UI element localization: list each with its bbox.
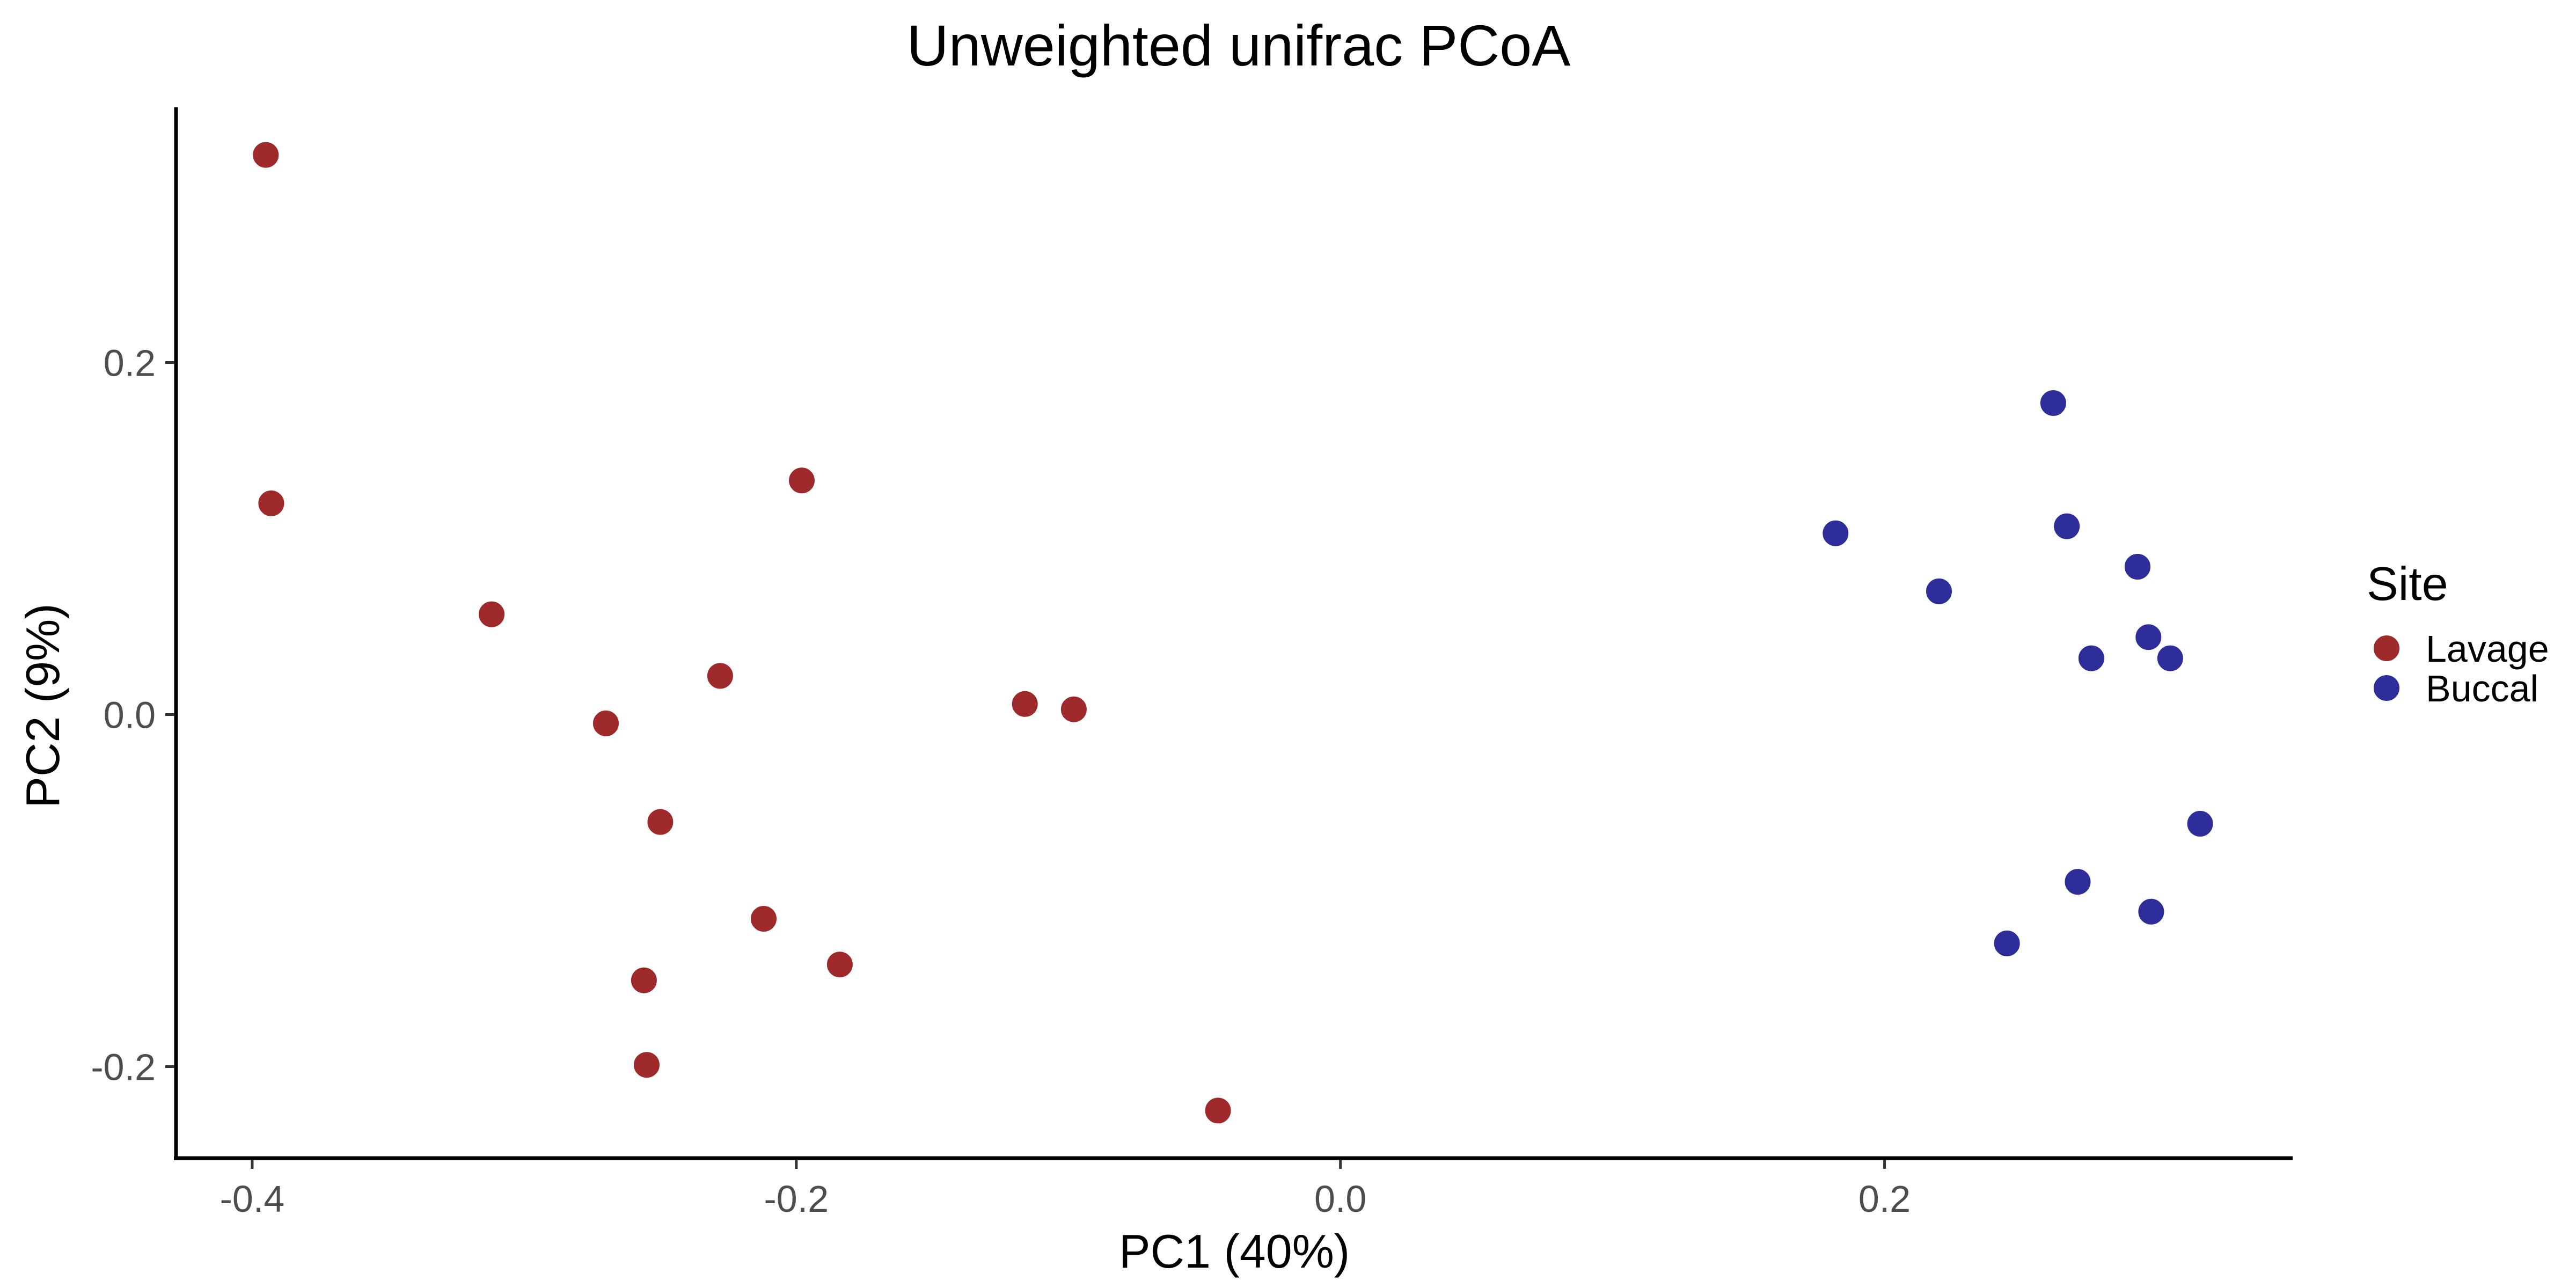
lavage-point (707, 663, 733, 689)
lavage-point (479, 601, 505, 627)
x-axis-ticks: -0.4 -0.2 0.0 0.2 (220, 1160, 1911, 1220)
y-tick-label: 0.0 (104, 694, 156, 736)
legend-label-lavage: Lavage (2426, 628, 2549, 670)
lavage-point (258, 490, 284, 516)
chart-title: Unweighted unifrac PCoA (907, 13, 1571, 78)
buccal-point (2065, 869, 2091, 895)
lavage-point (593, 710, 619, 736)
buccal-point (2138, 898, 2164, 925)
lavage-point (1012, 691, 1038, 717)
lavage-point (751, 906, 777, 932)
lavage-point (826, 952, 853, 978)
lavage-point (789, 467, 815, 494)
legend-key-lavage (2374, 635, 2399, 661)
x-tick-label: 0.0 (1314, 1178, 1366, 1220)
y-tick-label: 0.2 (104, 342, 156, 384)
x-tick-label: -0.4 (220, 1178, 285, 1220)
lavage-point (1060, 696, 1087, 722)
x-tick-label: 0.2 (1858, 1178, 1911, 1220)
buccal-point (2040, 390, 2066, 416)
buccal-point (2135, 624, 2162, 650)
lavage-point (1205, 1097, 1231, 1124)
buccal-point (1994, 930, 2020, 956)
points-layer (253, 142, 2213, 1124)
x-tick-label: -0.2 (764, 1178, 829, 1220)
lavage-point (631, 967, 657, 993)
lavage-point (647, 809, 674, 835)
buccal-point (2054, 513, 2080, 539)
buccal-point (2078, 645, 2104, 671)
y-axis-label: PC2 (9%) (16, 603, 69, 808)
legend-key-buccal (2374, 675, 2399, 701)
buccal-point (2187, 810, 2213, 837)
x-axis-label: PC1 (40%) (1119, 1225, 1350, 1278)
lavage-point (634, 1052, 660, 1078)
y-tick-label: -0.2 (91, 1046, 156, 1088)
plot-area: -0.4 -0.2 0.0 0.2 -0.2 0.0 0.2 (91, 107, 2293, 1220)
legend-title: Site (2367, 557, 2448, 610)
buccal-point (2125, 554, 2150, 580)
buccal-point (1926, 578, 1952, 604)
legend-label-buccal: Buccal (2426, 668, 2538, 709)
buccal-point (1823, 520, 1849, 546)
buccal-point (2157, 645, 2183, 671)
y-axis-ticks: -0.2 0.0 0.2 (91, 342, 174, 1088)
lavage-point (253, 142, 279, 168)
